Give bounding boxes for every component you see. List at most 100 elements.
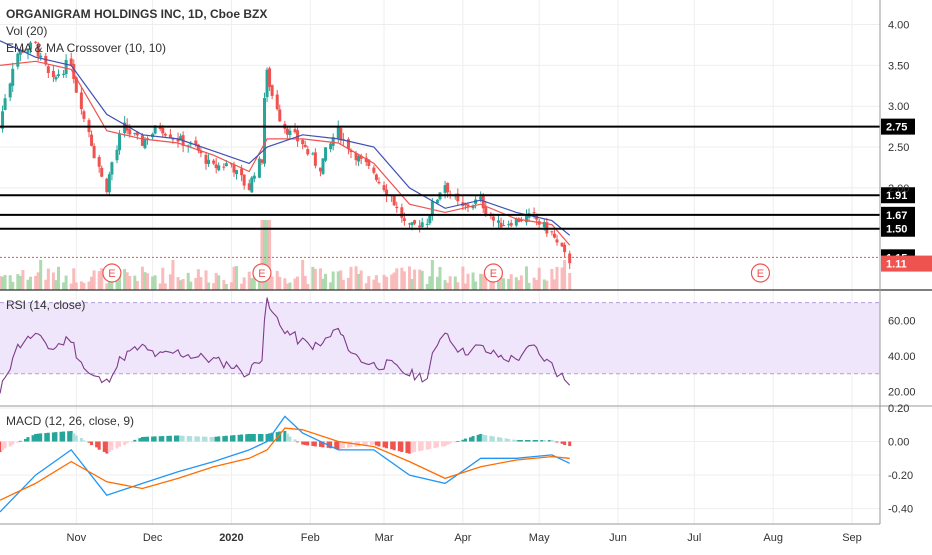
macd-histogram-bar [87,441,91,443]
macd-histogram-bar [535,440,539,442]
rsi-axis[interactable]: 60.00 40.00 20.00 [888,315,916,398]
volume-bar [54,280,58,290]
candle-body [143,139,147,149]
volume-bar [349,266,353,290]
rsi-legend[interactable]: RSI (14, close) [6,298,85,312]
volume-bar [496,280,500,290]
time-tick-label: Nov [67,532,87,544]
macd-series [0,415,572,513]
volume-bar [16,274,20,290]
rsi-band [0,302,880,375]
chart-title: ORGANIGRAM HOLDINGS INC, 1D, Cboe BZX [6,7,267,21]
earnings-marker[interactable] [750,263,771,283]
volume-bar [222,280,226,290]
volume-bar [550,269,554,290]
macd-histogram-bar [181,435,185,442]
candle-body [212,160,216,164]
macd-histogram-bar [118,441,122,447]
volume-bar [265,220,269,290]
candle-body [69,58,73,65]
candle-body [18,49,22,55]
macd-histogram-bar [3,441,7,449]
earnings-marker[interactable] [102,263,122,283]
candle-body [301,139,305,145]
ema-legend[interactable]: EMA & MA Crossover (10, 10) [6,41,166,55]
macd-histogram-bar [336,441,340,450]
time-tick-label: Aug [763,532,783,544]
macd-histogram-bar [469,437,473,442]
candle-body [222,166,226,168]
earnings-marker-label: E [757,268,764,280]
candle-body [90,134,94,146]
macd-axis[interactable]: 0.20 0.00 -0.20 -0.40 [888,403,913,516]
macd-histogram-bar [0,441,2,453]
rsi-tick-label: 40.00 [888,351,916,363]
volume-bar [443,280,447,290]
macd-histogram-bar [313,441,317,447]
candle-body [313,152,317,166]
macd-histogram-bar [453,441,457,443]
macd-histogram-bar [372,441,376,445]
volume-bar [306,283,310,290]
candle-body [176,138,180,142]
vol-legend[interactable]: Vol (20) [6,24,47,38]
price-tick-label: 3.50 [888,60,909,72]
candle-body [100,167,104,177]
earnings-marker[interactable] [252,263,272,283]
horizontal-levels[interactable]: 2.751.911.671.501.151.11 [0,118,932,272]
macd-histogram-bar [555,441,559,443]
macd-histogram-bar [293,439,297,442]
candle-body [560,242,564,247]
candle-body [268,68,272,87]
macd-histogram-bar [443,441,447,447]
candle-body [217,165,221,171]
macd-histogram-bar [560,441,564,444]
volume-bar [507,278,511,290]
volume-bar [158,283,162,290]
candle-body [252,175,256,179]
time-tick-label: Feb [301,532,320,544]
candle-body [153,125,157,134]
candle-body [507,224,511,226]
volume-bar [537,267,541,290]
volume-bar [324,273,328,290]
volume-bar [418,269,422,290]
candle-body [430,201,434,216]
volume-bar [527,282,531,290]
macd-histogram-bar [250,433,254,442]
time-tick-label: Apr [454,532,471,544]
macd-histogram-bar [39,433,43,442]
candle-body [196,144,200,151]
last-price-tag[interactable] [881,255,932,272]
price-axis[interactable]: 4.00 3.50 3.00 2.50 2.00 [888,20,909,195]
time-axis[interactable]: Nov Dec 2020 Feb Mar Apr May Jun Jul Aug Sep [67,532,862,544]
candle-body [263,97,267,164]
volume-bar [438,266,442,290]
macd-histogram-bar [385,441,389,449]
candle-body [499,222,503,228]
macd-histogram-bar [270,432,274,442]
macd-histogram-bar [278,431,282,442]
volume-bar [199,277,203,290]
candle-body [128,129,132,135]
volume-bar [463,283,467,290]
candle-body [550,231,554,233]
macd-histogram-bar [8,441,12,447]
macd-histogram-bar [130,441,134,443]
volume-bar [64,275,68,290]
macd-histogram-bar [463,438,467,442]
volume-bar [545,280,549,290]
earnings-marker-label: E [258,268,265,280]
earnings-marker[interactable] [483,263,504,283]
volume-bar [207,282,211,290]
volume-bar [181,279,185,290]
candle-body [552,233,556,238]
macd-histogram-bar [115,441,119,449]
macd-histogram-bar [288,436,292,442]
macd-legend[interactable]: MACD (12, 26, close, 9) [6,414,134,428]
volume-bar [359,270,363,290]
macd-histogram-bar [441,441,445,447]
candle-body [56,74,60,77]
